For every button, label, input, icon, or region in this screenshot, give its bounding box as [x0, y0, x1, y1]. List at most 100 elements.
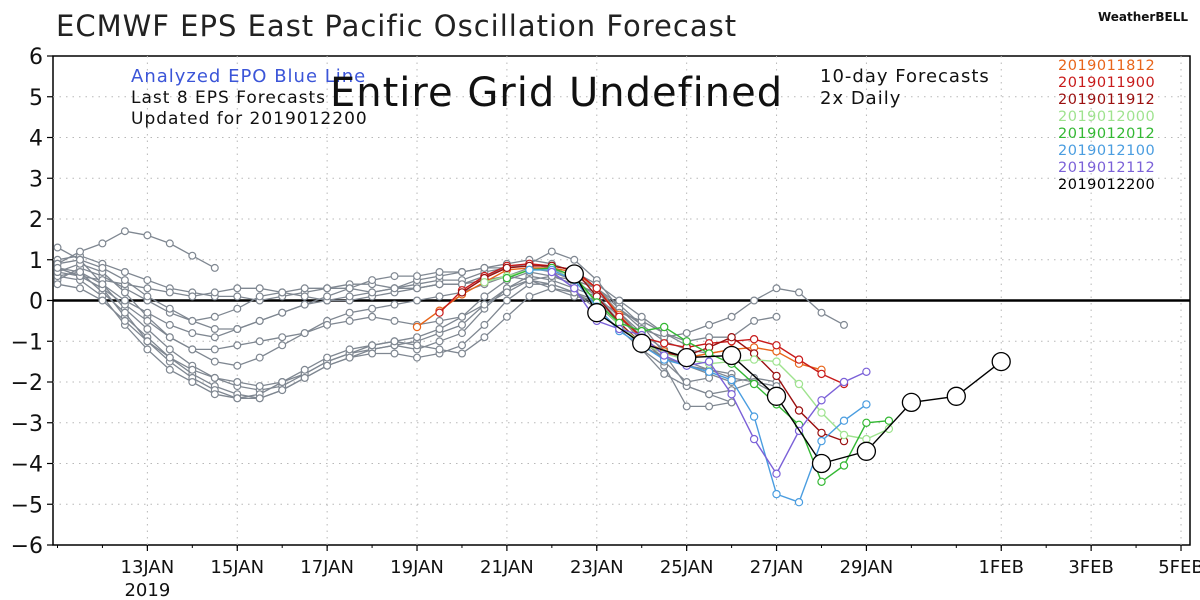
past-forecast-point: [390, 272, 399, 281]
past-forecast-point: [368, 276, 377, 285]
past-forecast-point: [120, 268, 129, 277]
x-tick-label: 23JAN: [570, 557, 624, 578]
forecast-2019012100-point: [727, 375, 736, 385]
past-forecast-point: [210, 312, 219, 321]
forecast-2019012012-point: [817, 477, 826, 486]
past-forecast-point: [413, 341, 422, 350]
forecast-2019012112-point: [547, 267, 557, 277]
past-forecast-point: [188, 251, 197, 260]
legend-entry: 2019011900: [1058, 75, 1156, 91]
past-forecast-point: [120, 308, 129, 317]
forecast-2019012100-point: [704, 367, 714, 376]
past-forecast-point: [165, 304, 174, 313]
x-tick-label: 13JAN: [121, 557, 175, 578]
brand-logo: WeatherBELL: [1097, 10, 1188, 24]
forecast-2019012200-point: [766, 386, 787, 406]
y-tick-label: 5: [29, 86, 43, 111]
past-forecast-point: [682, 329, 691, 338]
x-tick-label: 21JAN: [480, 557, 534, 578]
past-forecast-point: [323, 320, 332, 329]
forecast-2019012200-point: [856, 441, 877, 461]
past-forecast-point: [839, 320, 848, 329]
past-forecast-point: [210, 333, 219, 342]
past-forecast-point: [480, 333, 489, 342]
past-forecast-point: [233, 325, 242, 334]
forecast-2019012100-point: [525, 265, 534, 275]
past-forecast-point: [98, 296, 107, 305]
forecast-2019011912-point: [817, 428, 826, 438]
x-tick-label: 5FEB: [1158, 557, 1200, 578]
past-forecast-point: [53, 243, 62, 252]
past-forecast-point: [458, 341, 467, 350]
past-forecast-point: [143, 308, 152, 317]
past-forecast-point: [480, 292, 489, 301]
x-tick-label: 29JAN: [840, 557, 894, 578]
past-forecast-point: [188, 345, 197, 354]
forecast-2019012200-line: [573, 273, 1002, 465]
y-tick-label: −5: [11, 493, 43, 518]
past-forecast-point: [435, 268, 444, 277]
past-forecast-point: [480, 300, 489, 309]
past-forecast-point: [233, 304, 242, 313]
past-forecast-point: [143, 276, 152, 285]
past-forecast-point: [435, 337, 444, 346]
past-forecast-point: [705, 390, 714, 399]
forecast-2019011912-point: [502, 263, 512, 273]
legend-entry: 2019012112: [1058, 160, 1156, 176]
past-forecast-point: [480, 320, 489, 329]
forecast-2019012200-point: [564, 264, 584, 284]
forecast-2019011912-point: [457, 288, 467, 297]
overlay-warning: Entire Grid Undefined: [330, 70, 784, 116]
y-tick-label: 2: [29, 208, 43, 233]
forecast-2019012112-point: [660, 351, 669, 360]
past-forecast-point: [255, 394, 264, 403]
last-forecasts-label: Last 8 EPS Forecasts: [131, 88, 327, 108]
past-forecast-point: [525, 292, 534, 301]
past-forecast-point: [727, 312, 736, 321]
forecast-2019012012-point: [862, 418, 871, 427]
past-forecast-point: [570, 255, 579, 264]
forecast-2019012012-point: [660, 322, 669, 332]
past-forecast-point: [435, 345, 444, 354]
forecast-horizon-label: 10-day Forecasts: [820, 66, 990, 87]
past-forecast-point: [233, 341, 242, 350]
past-forecast-point: [300, 365, 309, 374]
past-forecast-point: [210, 390, 219, 399]
forecast-2019012112-point: [772, 469, 781, 478]
past-forecast-point: [143, 325, 152, 334]
forecast-2019011912-point: [772, 371, 781, 381]
x-tick-label: 3FEB: [1068, 557, 1114, 578]
past-forecast-point: [210, 288, 219, 297]
past-forecast-point: [300, 292, 309, 301]
past-forecast-point: [165, 239, 174, 248]
past-forecast-point: [120, 288, 129, 297]
past-forecast-point: [637, 312, 646, 321]
past-forecast-point: [188, 329, 197, 338]
past-forecast-point: [188, 316, 197, 325]
forecast-2019012112-point: [839, 377, 849, 387]
forecast-2019012112-point: [862, 367, 871, 376]
forecast-2019012200-point: [677, 347, 697, 368]
legend-entry: 2019012012: [1058, 126, 1156, 142]
forecast-2019012112-point: [704, 357, 714, 366]
forecast-2019012200-point: [721, 345, 742, 366]
forecast-2019011912-point: [727, 333, 736, 342]
past-forecast-point: [143, 231, 152, 240]
past-forecast-point: [165, 320, 174, 329]
past-forecast-point: [458, 312, 467, 321]
past-forecast-point: [255, 353, 264, 362]
past-forecast-point: [413, 353, 422, 362]
forecast-2019012000-point: [862, 434, 871, 444]
chart-title: ECMWF EPS East Pacific Oscillation Forec…: [56, 9, 738, 43]
past-forecast-point: [278, 386, 287, 395]
past-forecast-point: [75, 284, 84, 293]
past-forecast-point: [278, 308, 287, 317]
forecast-frequency-label: 2x Daily: [820, 88, 902, 109]
past-forecast-point: [772, 284, 781, 293]
forecast-2019012112-point: [749, 434, 759, 444]
forecast-2019012100-point: [817, 436, 826, 446]
past-forecast-point: [300, 373, 309, 382]
past-forecast-point: [345, 353, 354, 362]
past-forecast-point: [368, 349, 377, 358]
past-forecast-point: [143, 316, 152, 325]
